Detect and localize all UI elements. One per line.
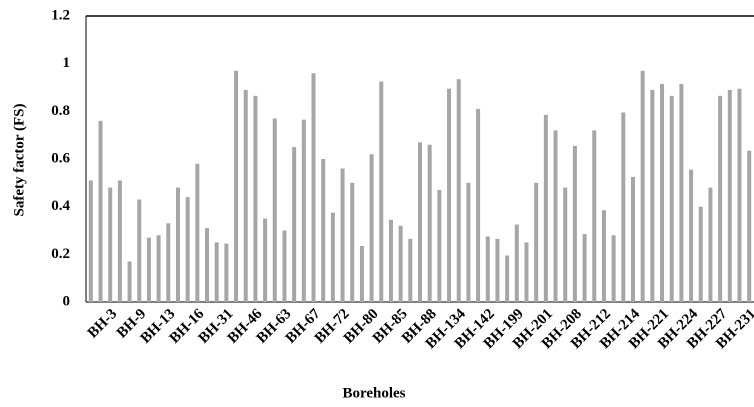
- bar: [350, 182, 355, 302]
- bar: [611, 235, 616, 302]
- x-tick-label: BH-3: [85, 306, 120, 341]
- bar: [418, 142, 422, 302]
- bar: [727, 89, 732, 302]
- bar: [524, 242, 529, 302]
- bar: [592, 130, 597, 302]
- bar: [321, 159, 326, 302]
- bar: [388, 219, 393, 302]
- bar: [553, 130, 558, 302]
- bar: [437, 189, 442, 302]
- bar: [243, 89, 248, 302]
- bar: [505, 255, 510, 302]
- bar: [166, 223, 171, 302]
- bar: [108, 187, 113, 302]
- bar: [224, 243, 229, 302]
- bar: [640, 70, 645, 302]
- bar: [679, 83, 684, 302]
- bar: [495, 238, 500, 302]
- bar: [689, 169, 694, 302]
- bar: [156, 235, 161, 302]
- bar: [747, 150, 752, 302]
- bar: [514, 224, 519, 302]
- y-axis-title: Safety factor (FS): [11, 103, 27, 216]
- bar: [88, 180, 93, 302]
- bar: [630, 176, 635, 302]
- bar: [379, 81, 384, 303]
- bar: [137, 199, 142, 302]
- bar: [330, 212, 335, 302]
- bar: [117, 180, 122, 302]
- x-axis-title: Boreholes: [342, 385, 405, 401]
- bar: [195, 163, 200, 302]
- bar: [359, 245, 364, 302]
- bar: [369, 154, 374, 302]
- bar: [456, 79, 461, 303]
- bar: [146, 237, 151, 302]
- bar: [582, 234, 587, 302]
- bar: [185, 197, 190, 302]
- y-tick-label: 0.6: [51, 150, 70, 166]
- bar: [234, 70, 239, 302]
- bar: [127, 261, 132, 302]
- bar: [408, 238, 413, 302]
- bar: [466, 182, 471, 302]
- bar: [485, 236, 490, 302]
- bar: [301, 119, 306, 302]
- y-tick-label: 0: [63, 293, 71, 309]
- bar: [543, 114, 548, 303]
- bar: [708, 187, 713, 302]
- bar: [282, 230, 287, 302]
- bar: [621, 112, 626, 303]
- bar: [698, 206, 703, 302]
- bar: [737, 88, 742, 302]
- y-tick-label: 0.4: [51, 198, 70, 214]
- bar: [205, 228, 210, 302]
- bar: [272, 118, 277, 302]
- bar: [447, 88, 452, 302]
- y-tick-label: 1: [63, 55, 71, 71]
- bar: [669, 95, 674, 302]
- bar: [572, 145, 577, 302]
- bar: [563, 187, 568, 302]
- bar: [534, 182, 539, 302]
- bar: [660, 83, 665, 302]
- bar: [175, 187, 180, 302]
- bar: [718, 95, 723, 302]
- bar: [214, 242, 219, 302]
- bar: [98, 120, 103, 302]
- bar: [427, 144, 432, 302]
- bar: [650, 89, 655, 302]
- bar: [476, 108, 481, 302]
- bar: [311, 73, 316, 302]
- bar: [601, 210, 606, 302]
- bar: [398, 225, 403, 302]
- bar: [253, 95, 258, 302]
- bar: [263, 218, 268, 302]
- bar: [340, 168, 345, 302]
- y-tick-label: 1.2: [51, 7, 70, 23]
- bar: [292, 147, 297, 302]
- y-tick-label: 0.2: [51, 246, 70, 262]
- y-tick-label: 0.8: [51, 103, 70, 119]
